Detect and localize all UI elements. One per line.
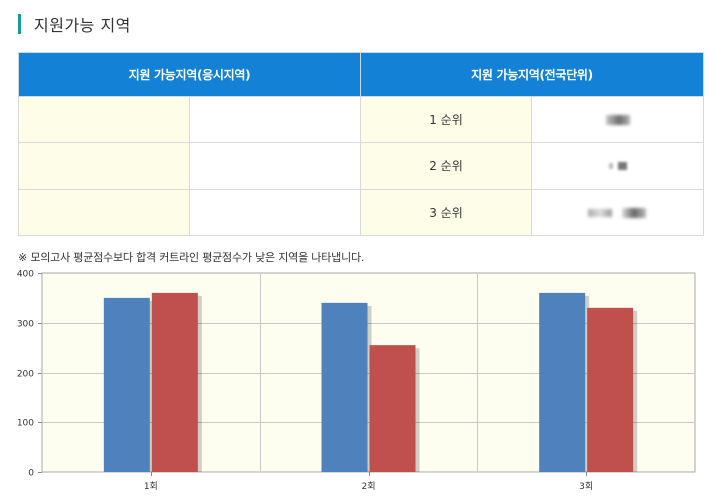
redacted-value — [588, 207, 648, 219]
rank-label: 1 순위 — [360, 95, 532, 144]
region-table: 지원 가능지역(응시지역) 지원 가능지역(전국단위) 1 순위 2 순위 3 … — [18, 52, 704, 237]
table-row: 1 순위 — [18, 95, 704, 144]
national-region-value — [531, 188, 704, 237]
local-rank-label-cell — [18, 142, 190, 190]
bar-series-1 — [539, 292, 586, 472]
table-row: 3 순위 — [18, 188, 704, 237]
plot-area — [41, 272, 696, 473]
bar-series-2 — [369, 345, 416, 472]
table-header-row: 지원 가능지역(응시지역) 지원 가능지역(전국단위) — [18, 52, 704, 97]
local-region-cell — [189, 95, 361, 144]
bar-series-2 — [587, 307, 634, 472]
national-region-value — [531, 95, 704, 144]
table-row: 2 순위 — [18, 142, 704, 190]
rank-label: 2 순위 — [360, 142, 532, 190]
local-region-cell — [189, 142, 361, 190]
redacted-value — [607, 161, 629, 171]
bar-series-2 — [151, 292, 198, 472]
bar-series-1 — [103, 297, 150, 472]
y-tick-label: 100 — [17, 419, 34, 429]
x-tick-label: 3회 — [579, 481, 593, 492]
title-accent-bar — [18, 14, 21, 34]
score-bar-chart: 0 100 200 300 400 1회 2회 3회 — [17, 270, 696, 492]
x-tick-label: 1회 — [144, 481, 158, 492]
local-region-cell — [189, 188, 361, 237]
y-tick-label: 0 — [28, 469, 34, 479]
chart-note: ※ 모의고사 평균점수보다 합격 커트라인 평균점수가 낮은 지역을 나타냅니다… — [18, 251, 365, 264]
bar-series-1 — [321, 302, 368, 472]
header-national-region: 지원 가능지역(전국단위) — [360, 52, 704, 97]
header-local-region: 지원 가능지역(응시지역) — [18, 52, 361, 97]
section-title-text: 지원가능 지역 — [34, 16, 131, 35]
local-rank-label-cell — [18, 188, 190, 237]
redacted-value — [605, 115, 630, 126]
national-region-value — [531, 142, 704, 190]
x-tick-label: 2회 — [361, 481, 375, 492]
y-tick-label: 400 — [17, 270, 34, 280]
section-title: 지원가능 지역 — [18, 11, 131, 37]
rank-label: 3 순위 — [360, 188, 532, 237]
local-rank-label-cell — [18, 95, 190, 144]
y-tick-label: 300 — [17, 320, 34, 330]
y-tick-label: 200 — [17, 370, 34, 380]
